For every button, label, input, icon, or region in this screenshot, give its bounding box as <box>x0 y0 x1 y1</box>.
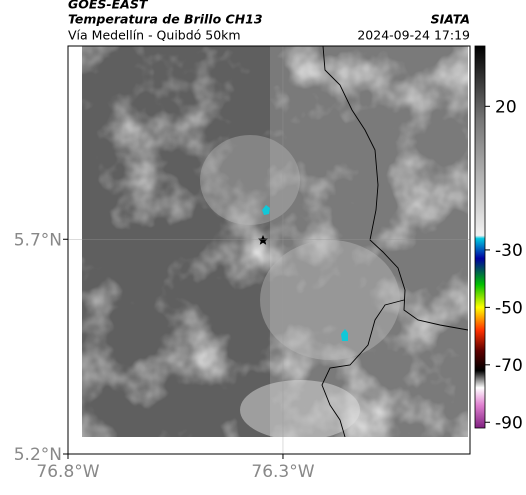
cold-cloud <box>262 205 270 215</box>
timestamp: 2024-09-24 17:19 <box>357 28 470 43</box>
location-marker <box>257 235 268 245</box>
lat-label: 5.7°N <box>14 230 62 250</box>
title: GOES-EAST <box>68 0 149 12</box>
colorbar-label: -50 <box>495 298 523 318</box>
lon-label: 76.8°W <box>36 462 99 482</box>
colorbar-label: -30 <box>495 241 523 261</box>
colorbar-label: -70 <box>495 356 523 376</box>
org: SIATA <box>431 12 470 27</box>
caption: Vía Medellín - Quibdó 50km <box>68 28 241 43</box>
cold-cloud <box>341 329 348 341</box>
map-frame <box>67 45 471 455</box>
boundary <box>321 46 468 437</box>
lon-label: 76.3°W <box>251 462 314 482</box>
colorbar-label: -90 <box>495 413 523 433</box>
colorbar <box>474 45 486 429</box>
lat-label: 5.2°N <box>14 445 62 465</box>
satellite-image <box>82 46 468 437</box>
colorbar-label: 20 <box>495 97 517 117</box>
subtitle: Temperatura de Brillo CH13 <box>68 12 263 27</box>
